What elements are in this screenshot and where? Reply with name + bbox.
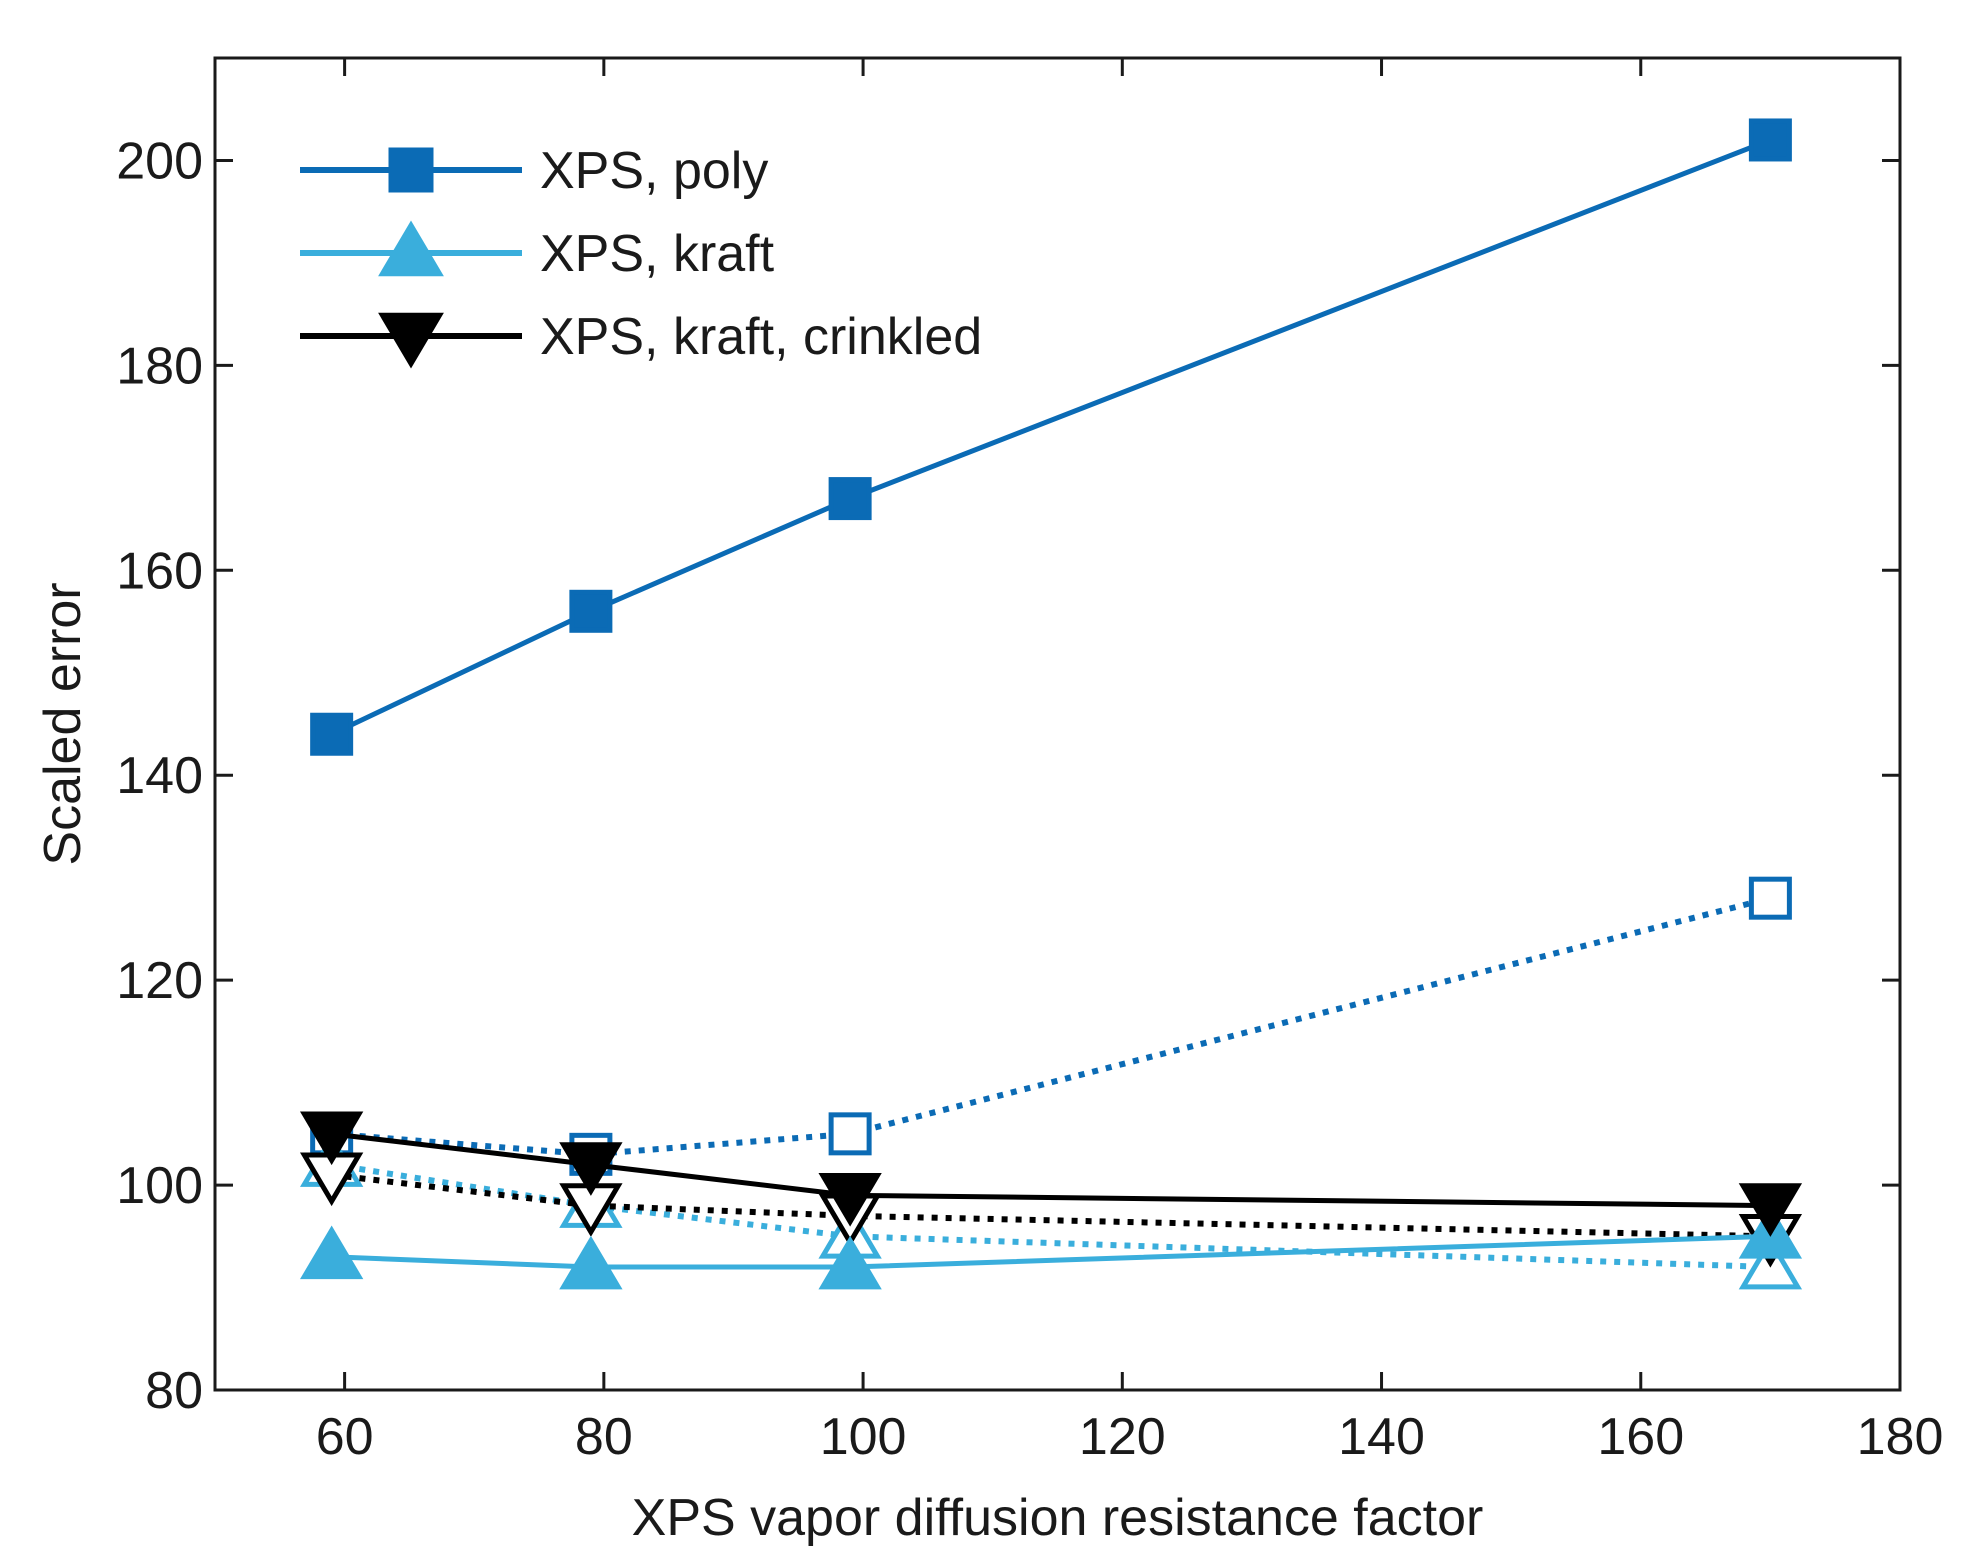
data-point <box>299 1111 364 1166</box>
data-point <box>818 1235 882 1290</box>
y-axis-title: Scaled error <box>34 582 92 865</box>
data-point <box>828 1112 872 1156</box>
legend-marker <box>388 147 434 193</box>
series-xps-poly <box>310 118 1792 756</box>
legend-marker <box>378 220 444 277</box>
y-tick-label: 80 <box>145 1362 203 1420</box>
series-line <box>331 1233 1771 1270</box>
legend-item: XPS, poly <box>300 142 768 200</box>
legend-marker <box>378 312 444 369</box>
series-line <box>331 1131 1771 1209</box>
legend-label: XPS, kraft <box>540 225 775 283</box>
series-xps-kraft-crinkled <box>299 1111 1803 1237</box>
data-point <box>559 1142 623 1196</box>
series-xps-kraft <box>299 1204 1803 1290</box>
legend-item: XPS, kraft <box>300 220 775 283</box>
legend-label: XPS, poly <box>540 142 768 200</box>
x-tick-label: 60 <box>316 1408 374 1466</box>
data-point <box>1738 1183 1803 1237</box>
y-tick-label: 200 <box>116 132 203 190</box>
x-tick-label: 160 <box>1597 1408 1684 1466</box>
y-tick-label: 180 <box>116 337 203 395</box>
axis-ticks: 60 80 100 120 140 160 180 80 100 120 140 160 180 200 <box>116 58 1943 1466</box>
series-xps-kraft-crinkled-open <box>299 1152 1803 1268</box>
data-point <box>299 1225 364 1280</box>
x-tick-label: 180 <box>1857 1408 1944 1466</box>
x-tick-label: 100 <box>820 1408 907 1466</box>
data-point <box>310 712 354 756</box>
series-line <box>330 137 1772 737</box>
data-point <box>559 1235 623 1290</box>
series-line <box>331 895 1772 1158</box>
y-tick-label: 140 <box>116 747 203 805</box>
x-tick-label: 120 <box>1079 1408 1166 1466</box>
x-tick-label: 140 <box>1338 1408 1425 1466</box>
data-point <box>569 589 613 633</box>
plot-area <box>299 118 1803 1290</box>
legend-label: XPS, kraft, crinkled <box>540 308 982 366</box>
series-line <box>331 1171 1771 1240</box>
data-point <box>1748 118 1792 162</box>
y-tick-label: 100 <box>116 1157 203 1215</box>
y-tick-label: 120 <box>116 952 203 1010</box>
y-tick-label: 160 <box>116 542 203 600</box>
series-line <box>331 1161 1771 1271</box>
data-point <box>828 477 872 521</box>
plot-frame <box>213 56 1902 1392</box>
x-axis-title: XPS vapor diffusion resistance factor <box>632 1489 1484 1547</box>
data-point <box>1748 876 1792 920</box>
data-point <box>818 1173 882 1227</box>
x-tick-label: 80 <box>575 1408 633 1466</box>
legend: XPS, poly XPS, kraft XPS, kraft, crinkled <box>300 142 982 369</box>
legend-item: XPS, kraft, crinkled <box>300 308 982 369</box>
series-xps-poly-open <box>310 876 1792 1176</box>
